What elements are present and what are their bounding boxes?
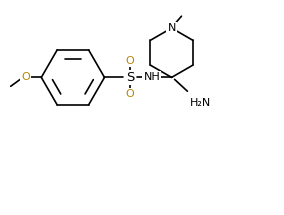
Text: O: O [21, 72, 30, 82]
Text: S: S [126, 71, 134, 84]
Text: O: O [126, 56, 135, 66]
Text: N: N [168, 23, 176, 33]
Text: NH: NH [143, 72, 160, 82]
Text: O: O [126, 89, 135, 99]
Text: H₂N: H₂N [190, 98, 212, 108]
